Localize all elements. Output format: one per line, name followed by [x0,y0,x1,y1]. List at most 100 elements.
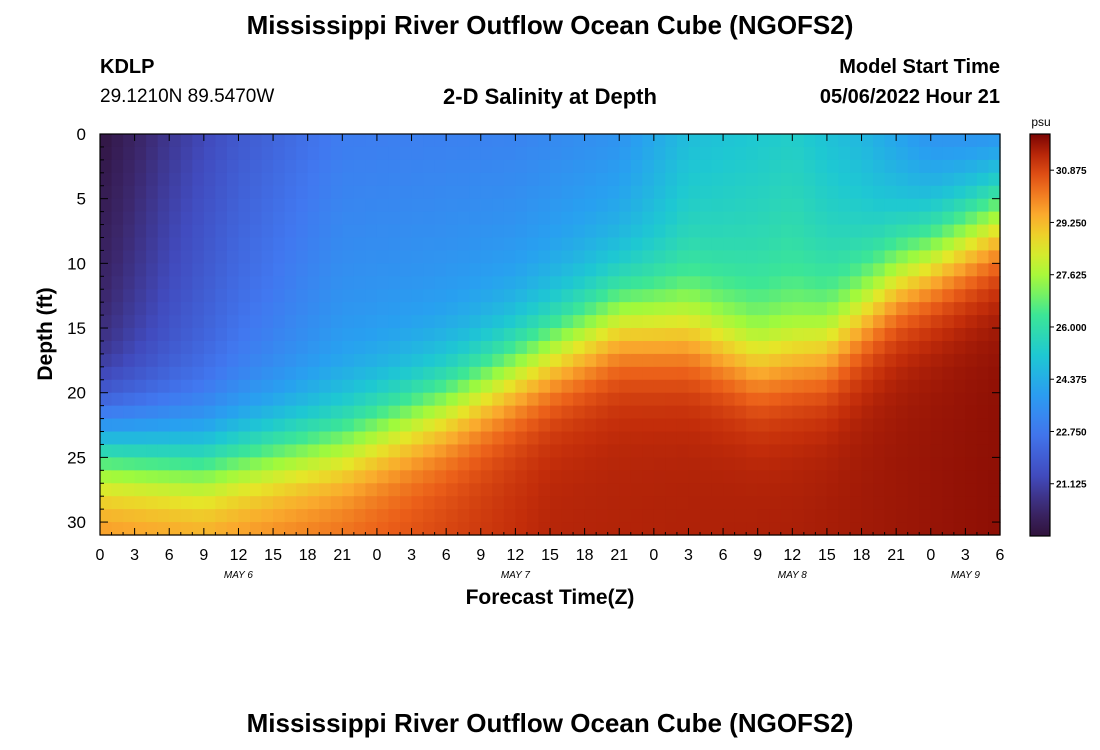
heatmap-cell [469,185,482,200]
heatmap-cell [434,185,447,200]
heatmap-cell [711,470,724,484]
heatmap-cell [100,211,113,226]
heatmap-cell [746,379,759,394]
heatmap-cell [665,457,678,471]
heatmap-cell [919,146,932,161]
heatmap-cell [711,496,724,510]
heatmap-cell [515,483,528,497]
heatmap-cell [538,496,551,510]
heatmap-cell [746,340,759,355]
heatmap-cell [250,134,263,148]
heatmap-cell [446,263,459,277]
heatmap-cell [942,289,955,303]
heatmap-cell [953,185,966,200]
heatmap-cell [446,353,459,368]
heatmap-cell [238,353,251,368]
heatmap-cell [296,418,309,433]
heatmap-cell [907,146,920,161]
heatmap-cell [688,366,701,381]
heatmap-cell [215,483,228,497]
heatmap-cell [792,159,805,174]
heatmap-cell [550,224,563,239]
heatmap-cell [850,134,863,148]
heatmap-cell [561,444,574,458]
heatmap-cell [942,302,955,316]
heatmap-cell [550,431,563,446]
heatmap-cell [261,159,274,174]
heatmap-cell [653,315,666,329]
heatmap-cell [884,470,897,484]
heatmap-cell [215,328,228,342]
heatmap-cell [861,146,874,161]
heatmap-cell [573,522,586,536]
heatmap-cell [665,211,678,226]
heatmap-cell [746,185,759,200]
heatmap-cell [480,263,493,277]
heatmap-cell [342,366,355,381]
heatmap-cell [492,470,505,484]
heatmap-cell [111,134,124,148]
heatmap-cell [411,522,424,536]
heatmap-cell [700,418,713,433]
heatmap-cell [850,146,863,161]
heatmap-cell [769,237,782,252]
heatmap-cell [826,353,840,368]
heatmap-cell [469,146,482,161]
heatmap-cell [515,509,528,523]
heatmap-cell [238,379,251,394]
heatmap-cell [400,159,413,174]
heatmap-cell [538,250,551,264]
heatmap-cell [238,289,251,303]
heatmap-cell [584,263,597,277]
heatmap-cell [146,328,159,342]
heatmap-cell [953,509,966,523]
heatmap-cell [861,276,874,290]
heatmap-cell [769,366,782,381]
heatmap-cell [469,392,482,407]
heatmap-cell [538,172,551,187]
heatmap-cell [607,250,620,264]
heatmap-cell [942,496,955,510]
heatmap-cell [296,522,309,536]
heatmap-cell [723,483,736,497]
heatmap-cell [100,522,113,536]
heatmap-cell [976,237,990,252]
heatmap-cell [561,418,574,433]
heatmap-cell [861,134,874,148]
heatmap-cell [746,496,759,510]
heatmap-cell [850,353,863,368]
heatmap-cell [838,457,851,471]
heatmap-cell [446,366,459,381]
heatmap-cell [942,224,955,239]
heatmap-cell [688,496,701,510]
heatmap-cell [515,328,528,342]
heatmap-cell [930,353,943,368]
heatmap-cell [723,405,736,420]
heatmap-cell [919,328,932,342]
heatmap-cell [723,366,736,381]
heatmap-cell [550,134,563,148]
heatmap-cell [365,263,378,277]
heatmap-cell [365,224,378,239]
heatmap-cell [665,496,678,510]
heatmap-cell [573,470,586,484]
heatmap-cell [261,340,274,355]
heatmap-cell [619,457,632,471]
heatmap-cell [515,392,528,407]
heatmap-cell [930,302,943,316]
heatmap-cell [861,522,874,536]
heatmap-cell [976,315,990,329]
heatmap-cell [400,431,413,446]
heatmap-cell [884,496,897,510]
heatmap-cell [307,302,320,316]
heatmap-cell [630,405,643,420]
heatmap-cell [688,444,701,458]
heatmap-cell [538,379,551,394]
heatmap-cell [169,522,182,536]
heatmap-cell [411,405,424,420]
heatmap-cell [734,159,747,174]
heatmap-cell [111,431,124,446]
heatmap-cell [400,509,413,523]
heatmap-cell [284,289,297,303]
heatmap-cell [976,172,990,187]
